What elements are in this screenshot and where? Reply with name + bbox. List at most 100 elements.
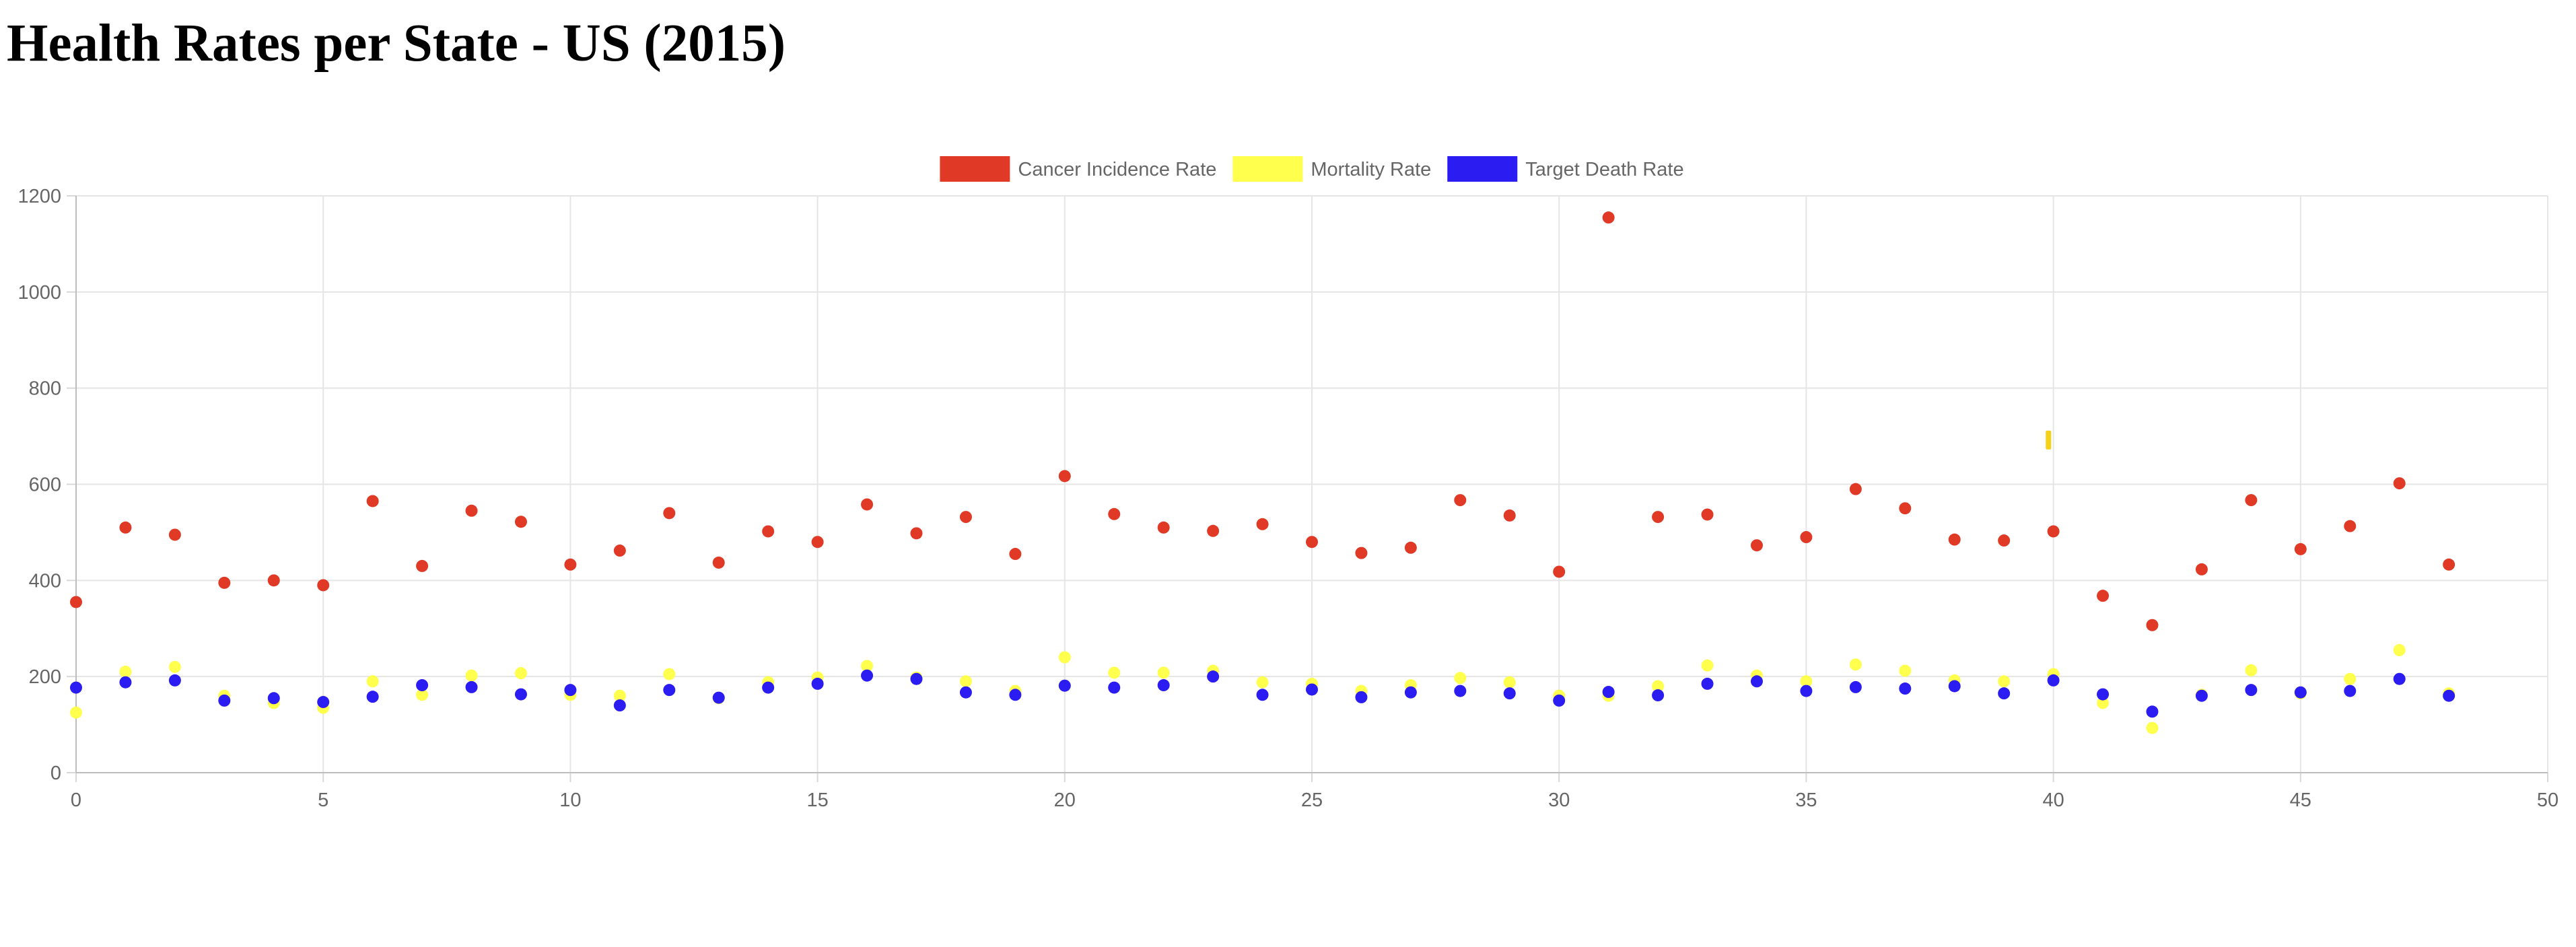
data-point — [1849, 658, 1862, 671]
data-point — [1454, 494, 1467, 507]
data-point — [2245, 664, 2258, 676]
data-point — [663, 684, 676, 697]
legend-swatch — [1232, 156, 1303, 182]
data-point — [2146, 705, 2159, 718]
data-point — [1108, 666, 1121, 679]
data-point — [1849, 483, 1862, 495]
x-tick-label: 30 — [1548, 790, 1570, 811]
data-point — [1652, 680, 1665, 693]
data-point — [70, 706, 82, 719]
data-point — [2393, 672, 2406, 685]
data-point — [1207, 670, 1220, 683]
data-point — [514, 688, 527, 701]
y-tick-label: 400 — [29, 570, 61, 592]
data-point — [1404, 541, 1417, 554]
data-point — [1800, 531, 1813, 544]
legend-item[interactable]: Cancer Incidence Rate — [940, 156, 1216, 182]
data-point — [1157, 679, 1170, 692]
y-tick-label: 200 — [29, 666, 61, 688]
data-point — [1750, 539, 1763, 552]
data-point — [861, 669, 874, 682]
data-point — [910, 672, 923, 685]
data-point — [861, 498, 874, 511]
data-point — [613, 545, 626, 557]
data-point — [267, 574, 280, 587]
series-points — [70, 669, 2456, 718]
y-tick-label: 0 — [50, 763, 61, 784]
data-point — [1256, 689, 1269, 701]
data-point — [811, 536, 824, 549]
page-title: Health Rates per State - US (2015) — [7, 14, 786, 73]
data-point — [1948, 533, 1961, 546]
data-point — [1998, 534, 2011, 547]
data-point — [168, 528, 181, 541]
x-tick-label: 0 — [71, 790, 81, 811]
data-point — [1157, 521, 1170, 534]
data-point — [1058, 651, 1071, 664]
data-point — [2047, 674, 2060, 687]
data-point — [712, 691, 725, 704]
data-point — [1701, 677, 1714, 690]
data-point — [2097, 697, 2110, 709]
data-point — [2344, 520, 2357, 532]
chart-points — [70, 211, 2456, 734]
data-point — [1355, 547, 1368, 559]
data-point — [1800, 675, 1813, 688]
data-point — [712, 556, 725, 569]
data-point — [1058, 470, 1071, 483]
data-point — [1652, 689, 1665, 702]
data-point — [2097, 688, 2110, 701]
data-point — [762, 525, 775, 538]
legend-label: Mortality Rate — [1311, 159, 1431, 180]
x-tick-label: 15 — [806, 790, 828, 811]
chart-legend[interactable]: Cancer Incidence Rate Mortality Rate Targe… — [940, 156, 1684, 182]
data-point — [1404, 686, 1417, 699]
legend-swatch — [940, 156, 1010, 182]
data-point — [811, 677, 824, 690]
data-point — [168, 674, 181, 687]
data-point — [2195, 689, 2208, 702]
data-point — [663, 668, 676, 680]
data-point — [465, 680, 478, 693]
legend-swatch — [1447, 156, 1518, 182]
data-point — [1652, 511, 1665, 524]
data-point — [2245, 684, 2258, 697]
y-tick-label: 600 — [29, 475, 61, 496]
legend-item[interactable]: Target Death Rate — [1447, 156, 1684, 182]
legend-label: Cancer Incidence Rate — [1018, 159, 1216, 180]
data-point — [2047, 525, 2060, 538]
data-point — [1553, 565, 1566, 578]
data-point — [959, 675, 972, 688]
data-point — [762, 681, 775, 694]
data-point — [2344, 685, 2357, 697]
data-point — [1899, 682, 1912, 695]
data-point — [959, 511, 972, 524]
data-point — [267, 692, 280, 705]
data-point — [1701, 659, 1714, 672]
data-point — [1157, 666, 1170, 679]
data-point — [70, 596, 82, 608]
legend-item[interactable]: Mortality Rate — [1232, 156, 1431, 182]
data-point — [1108, 681, 1121, 694]
data-point — [663, 507, 676, 520]
y-tick-label: 1200 — [18, 186, 61, 207]
data-point — [366, 675, 379, 688]
data-point — [564, 558, 577, 571]
chart-axes: 0 200 400 600 800 1000 1200 0 5 10 15 20 25 30 35 40 45 5… — [18, 186, 2558, 811]
data-point — [1899, 664, 1912, 677]
data-point — [119, 676, 132, 689]
data-point — [1108, 507, 1121, 520]
data-point — [1899, 502, 1912, 515]
data-point — [416, 679, 429, 692]
x-tick-label: 5 — [318, 790, 328, 811]
data-point — [1800, 685, 1813, 697]
data-point — [366, 495, 379, 507]
data-point — [70, 681, 82, 694]
series-points — [70, 430, 2456, 734]
data-point — [1602, 211, 1615, 224]
y-tick-label: 800 — [29, 378, 61, 400]
data-point — [416, 689, 429, 701]
data-point — [2294, 542, 2307, 555]
y-tick-label: 1000 — [18, 282, 61, 304]
